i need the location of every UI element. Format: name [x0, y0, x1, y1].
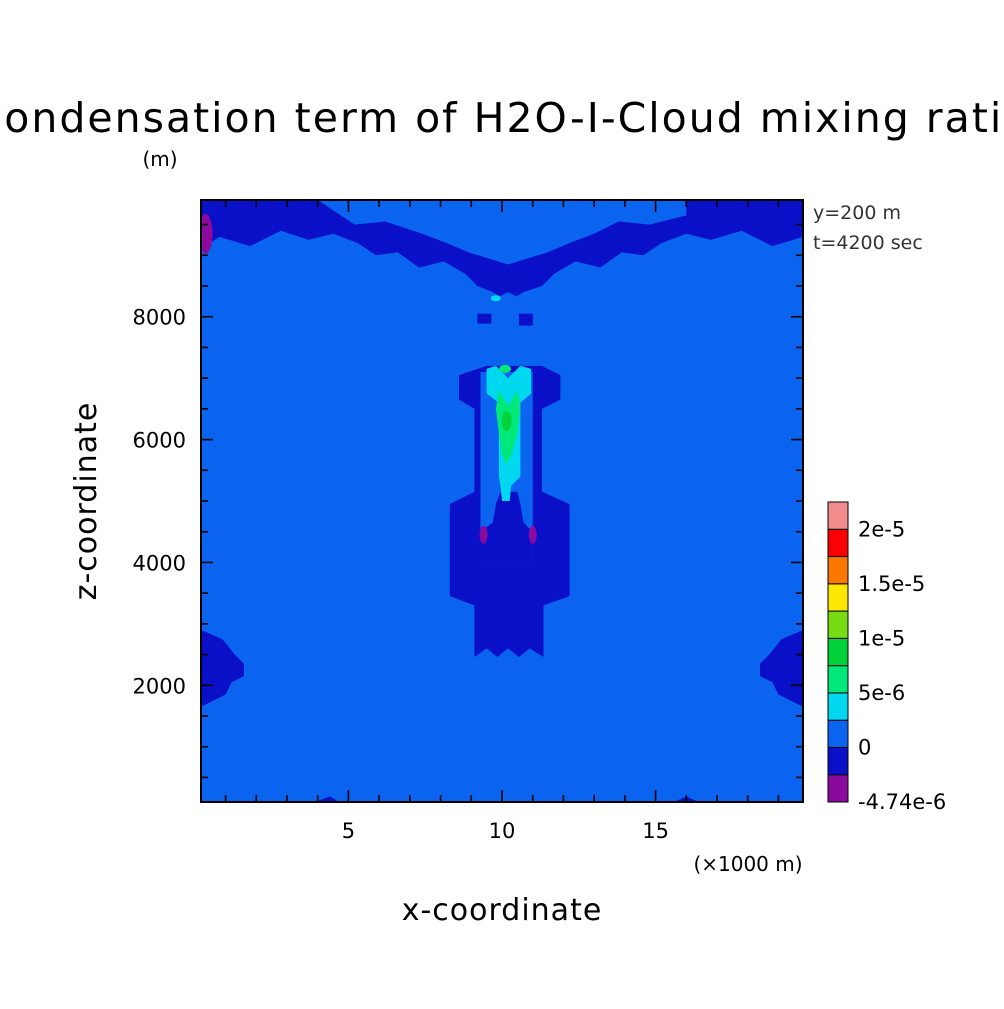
colorbar-swatch	[827, 637, 849, 667]
y-tick-label: 6000	[133, 429, 186, 453]
axis-ticks: 5 10 15 2000 4000 6000 8000	[133, 200, 803, 843]
y-tick-label: 8000	[133, 306, 186, 330]
contour-regions	[201, 200, 803, 802]
colorbar-swatch	[827, 692, 849, 721]
y-axis-label: z-coordinate	[69, 402, 104, 601]
cloud-top-zero-gap	[317, 200, 687, 265]
colorbar-label: 0	[858, 735, 871, 759]
colorbar-label: 2e-5	[858, 517, 905, 541]
min-pocket-left	[479, 525, 488, 544]
x-tick-label: 15	[642, 819, 669, 843]
y-tick-label: 2000	[133, 674, 186, 698]
colorbar-swatch	[827, 501, 849, 530]
cloud-top-drip-right	[518, 313, 533, 326]
colorbar-swatch	[827, 665, 849, 694]
time-annotation: t=4200 sec	[813, 232, 923, 254]
colorbar-swatch	[827, 774, 849, 803]
cloud-top-positive-spot	[490, 295, 501, 302]
chart-title: Condensation term of H2O-I-Cloud mixing …	[0, 94, 1004, 142]
y-position-annotation: y=200 m	[813, 202, 901, 224]
colorbar-swatch	[827, 556, 849, 585]
lower-ring-region	[480, 491, 533, 563]
bottom-fringe-left	[314, 796, 340, 802]
colorbar-label: 1.5e-5	[858, 572, 925, 596]
left-lateral-patch	[201, 630, 244, 707]
x-unit-label: (×1000 m)	[693, 852, 802, 876]
colorbar-swatch	[827, 746, 849, 776]
colorbar: -4.74e-6 0 5e-6 1e-5 1.5e-5 2e-5	[827, 501, 946, 814]
x-tick-label: 10	[489, 819, 516, 843]
colorbar-swatch	[827, 719, 849, 748]
colorbar-label: -4.74e-6	[858, 790, 946, 814]
cloud-top-drip-left	[477, 313, 492, 324]
y-unit-label: (m)	[142, 147, 177, 171]
min-pocket-right	[528, 525, 537, 544]
right-lateral-patch	[760, 630, 803, 707]
x-axis-label: x-coordinate	[402, 893, 603, 928]
cloud-top-dip	[495, 292, 521, 308]
x-tick-label: 5	[342, 819, 355, 843]
y-tick-label: 4000	[133, 551, 186, 575]
colorbar-swatch	[827, 610, 849, 639]
plume-strong-spot	[501, 411, 512, 432]
colorbar-label: 5e-6	[858, 681, 905, 705]
colorbar-swatch	[827, 528, 849, 558]
colorbar-swatch	[827, 583, 849, 612]
plume-top-spot	[499, 364, 512, 373]
colorbar-label: 1e-5	[858, 626, 905, 650]
